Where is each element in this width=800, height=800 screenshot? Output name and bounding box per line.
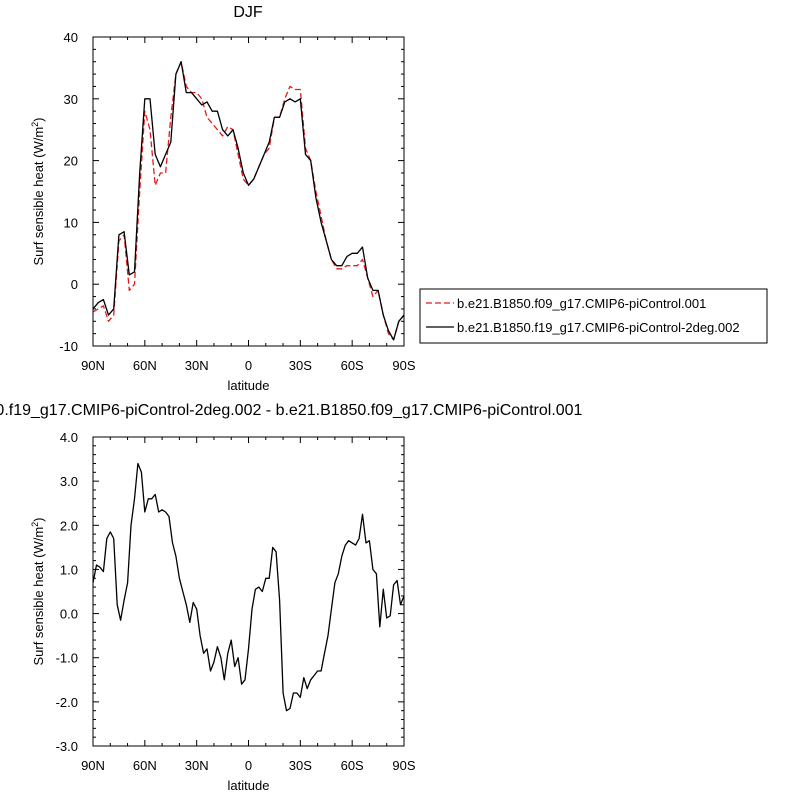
x-tick-label: 60S: [341, 358, 364, 373]
x-axis-label: latitude: [228, 778, 270, 793]
x-tick-label: 60S: [341, 758, 364, 773]
x-tick-label: 30N: [185, 758, 209, 773]
series-line-1: [93, 462, 404, 712]
series-line-1: [93, 61, 404, 341]
y-axis-label-main: Surf sensible heat (W/m: [31, 127, 46, 266]
x-tick-label: 60N: [133, 758, 157, 773]
y-axis-label-superscript: 2: [30, 122, 40, 127]
y-tick-label: 1.0: [60, 562, 78, 577]
x-tick-label: 0: [245, 758, 252, 773]
chart-title: DJF: [233, 4, 263, 21]
x-tick-label: 30S: [289, 758, 312, 773]
x-axis-label: latitude: [228, 378, 270, 393]
plot-frame: [92, 436, 405, 747]
x-tick-label: 90S: [392, 358, 415, 373]
legend-entry: b.e21.B1850.f19_g17.CMIP6-piControl-2deg…: [457, 320, 740, 335]
y-tick-label: -3.0: [56, 739, 78, 754]
x-tick-label: 90N: [81, 358, 105, 373]
x-tick-label: 60N: [133, 358, 157, 373]
x-tick-label: 0: [245, 358, 252, 373]
y-tick-label: 4.0: [60, 430, 78, 445]
y-tick-label: 2.0: [60, 518, 78, 533]
y-axis-label-superscript: 2: [30, 522, 40, 527]
chart-title: b.e21.B1850.f19_g17.CMIP6-piControl-2deg…: [0, 402, 583, 419]
y-axis-label-main: Surf sensible heat (W/m: [31, 527, 46, 666]
y-tick-label: -1.0: [56, 651, 78, 666]
x-tick-label: 30S: [289, 358, 312, 373]
chart-panel-1: DJF 90N 60N 30N 0 30S 60S 90S -10 0 10 20 30 40 latitu…: [30, 4, 768, 393]
y-tick-label: 0: [71, 277, 78, 292]
y-tick-label: 10: [64, 215, 78, 230]
y-tick-label: -2.0: [56, 695, 78, 710]
chart-panel-2: b.e21.B1850.f19_g17.CMIP6-piControl-2deg…: [0, 402, 583, 793]
y-axis-label: Surf sensible heat (W/m2): [30, 517, 46, 665]
x-tick-label: 30N: [185, 358, 209, 373]
legend-entry: b.e21.B1850.f09_g17.CMIP6-piControl.001: [457, 296, 706, 311]
y-axis-label-close: ): [31, 517, 46, 521]
legend-box: [419, 288, 768, 344]
x-tick-label: 90N: [81, 758, 105, 773]
y-tick-label: -10: [59, 339, 78, 354]
y-tick-label: 40: [64, 30, 78, 45]
y-tick-label: 30: [64, 92, 78, 107]
legend: b.e21.B1850.f09_g17.CMIP6-piControl.001b…: [419, 288, 768, 344]
series-line-2: [93, 61, 404, 341]
y-tick-label: 20: [64, 154, 78, 169]
y-tick-label: 0.0: [60, 607, 78, 622]
y-tick-label: 3.0: [60, 474, 78, 489]
y-axis-label: Surf sensible heat (W/m2): [30, 117, 46, 265]
x-tick-label: 90S: [392, 758, 415, 773]
y-axis-label-close: ): [31, 117, 46, 121]
